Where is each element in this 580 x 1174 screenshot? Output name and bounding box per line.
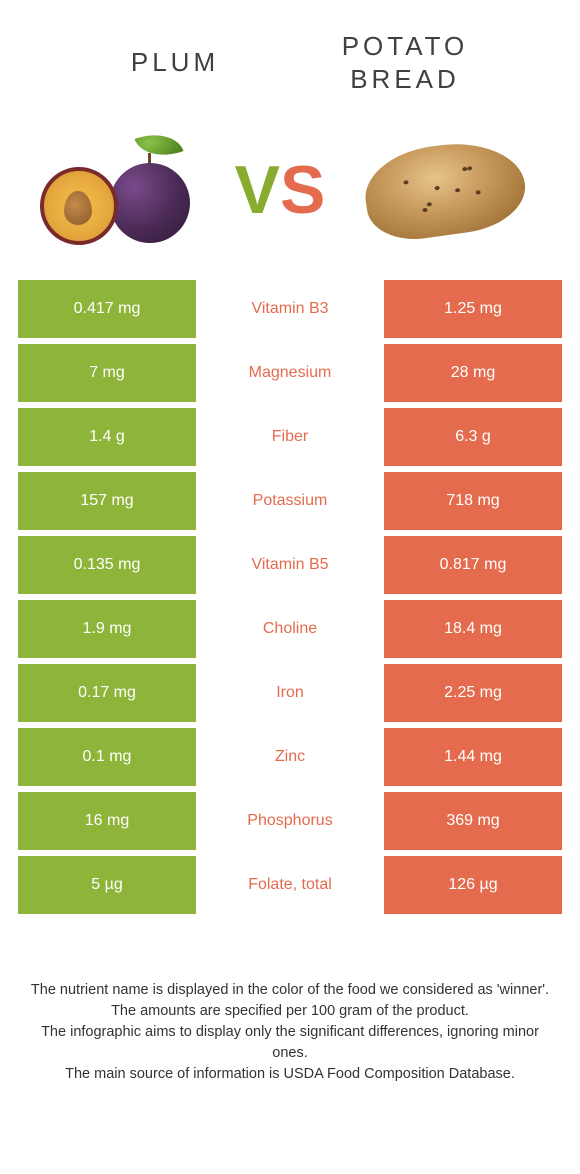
right-value: 1.25 mg [384,280,562,338]
right-value: 18.4 mg [384,600,562,658]
bread-image [360,125,530,255]
table-row: 0.17 mgIron2.25 mg [18,664,562,722]
left-value: 1.4 g [18,408,196,466]
left-value: 0.135 mg [18,536,196,594]
nutrient-label: Vitamin B5 [196,536,384,594]
table-row: 16 mgPhosphorus369 mg [18,792,562,850]
nutrient-label: Choline [196,600,384,658]
footer-line: The infographic aims to display only the… [28,1022,552,1064]
right-value: 0.817 mg [384,536,562,594]
table-row: 5 µgFolate, total126 µg [18,856,562,914]
table-row: 0.135 mgVitamin B50.817 mg [18,536,562,594]
header: Plum Potato bread [0,0,580,115]
table-row: 7 mgMagnesium28 mg [18,344,562,402]
nutrient-label: Iron [196,664,384,722]
right-value: 718 mg [384,472,562,530]
table-row: 0.417 mgVitamin B31.25 mg [18,280,562,338]
footer-line: The amounts are specified per 100 gram o… [28,1001,552,1022]
vs-label: VS [235,151,326,229]
right-value: 369 mg [384,792,562,850]
nutrient-label: Zinc [196,728,384,786]
left-value: 0.1 mg [18,728,196,786]
right-value: 1.44 mg [384,728,562,786]
left-value: 1.9 mg [18,600,196,658]
vs-s: S [280,152,325,228]
footer-notes: The nutrient name is displayed in the co… [0,920,580,1085]
right-value: 2.25 mg [384,664,562,722]
left-value: 157 mg [18,472,196,530]
nutrient-table: 0.417 mgVitamin B31.25 mg 7 mgMagnesium28… [0,280,580,914]
left-value: 7 mg [18,344,196,402]
plum-image [30,125,200,255]
right-title: Potato bread [290,30,520,95]
right-value: 28 mg [384,344,562,402]
left-value: 5 µg [18,856,196,914]
left-value: 0.17 mg [18,664,196,722]
table-row: 157 mgPotassium718 mg [18,472,562,530]
nutrient-label: Vitamin B3 [196,280,384,338]
left-title: Plum [60,46,290,79]
nutrient-label: Phosphorus [196,792,384,850]
left-value: 0.417 mg [18,280,196,338]
footer-line: The nutrient name is displayed in the co… [28,980,552,1001]
nutrient-label: Fiber [196,408,384,466]
right-value: 6.3 g [384,408,562,466]
left-value: 16 mg [18,792,196,850]
table-row: 1.4 gFiber6.3 g [18,408,562,466]
footer-line: The main source of information is USDA F… [28,1064,552,1085]
nutrient-label: Folate, total [196,856,384,914]
nutrient-label: Magnesium [196,344,384,402]
vs-v: V [235,152,280,228]
vs-row: VS [0,115,580,280]
table-row: 0.1 mgZinc1.44 mg [18,728,562,786]
right-value: 126 µg [384,856,562,914]
nutrient-label: Potassium [196,472,384,530]
table-row: 1.9 mgCholine18.4 mg [18,600,562,658]
